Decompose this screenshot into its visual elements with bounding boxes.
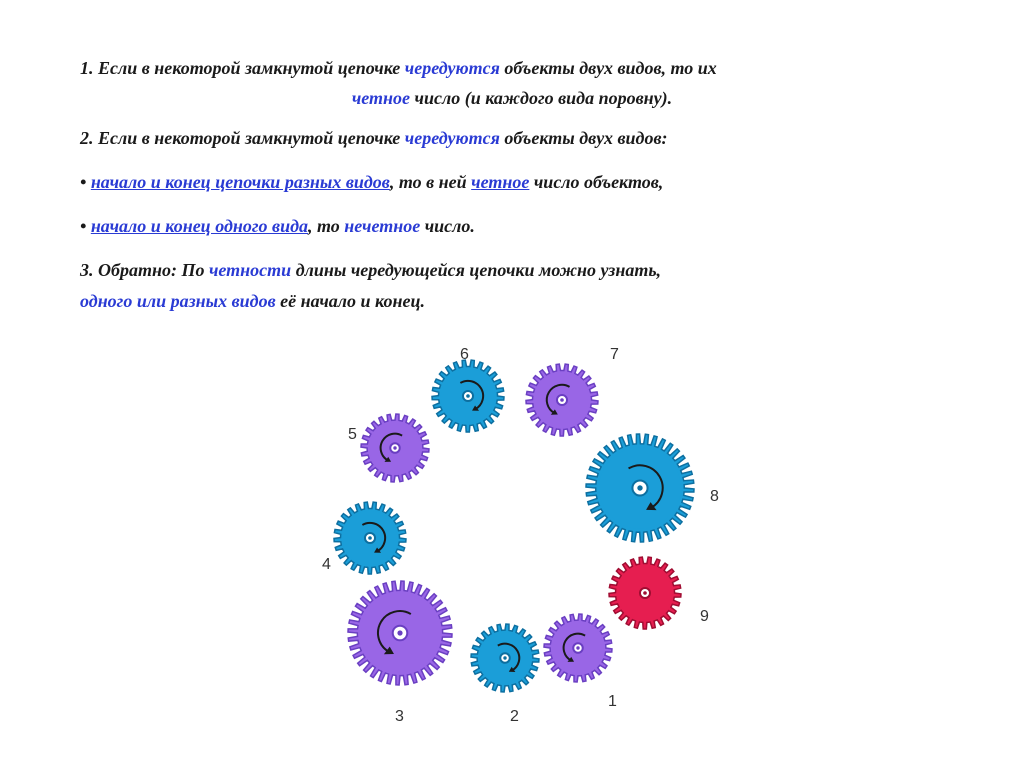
bullet-2: • начало и конец одного вида, то нечетно… — [80, 213, 944, 239]
gear-label-4: 4 — [322, 556, 331, 574]
bullet-1: • начало и конец цепочки разных видов, т… — [80, 169, 944, 195]
t: 3. Обратно: По — [80, 260, 209, 280]
t: число (и каждого вида поровну). — [410, 88, 672, 108]
gear-label-3: 3 — [395, 708, 404, 726]
gear-label-5: 5 — [348, 426, 357, 444]
statement-1: 1. Если в некоторой замкнутой цепочке че… — [80, 55, 944, 81]
t: 1. Если в некоторой замкнутой цепочке — [80, 58, 405, 78]
statement-3-cont: одного или разных видов её начало и коне… — [80, 288, 944, 314]
t: объекты двух видов, то их — [500, 58, 717, 78]
t: , то — [308, 216, 344, 236]
gear-label-2: 2 — [510, 708, 519, 726]
t: четности — [209, 260, 291, 280]
gear-6 — [428, 356, 508, 441]
t: её начало и конец. — [276, 291, 425, 311]
t: начало и конец одного вида — [91, 216, 308, 236]
gear-2 — [467, 620, 543, 701]
t: чередуются — [405, 58, 500, 78]
t: , то в ней — [390, 172, 471, 192]
text-block: 1. Если в некоторой замкнутой цепочке че… — [0, 0, 1024, 314]
gear-4 — [330, 498, 410, 583]
t: 2. Если в некоторой замкнутой цепочке — [80, 128, 405, 148]
t: четное — [471, 172, 529, 192]
statement-2: 2. Если в некоторой замкнутой цепочке че… — [80, 125, 944, 151]
t: чередуются — [405, 128, 500, 148]
t: начало и конец цепочки разных видов — [91, 172, 390, 192]
gear-label-7: 7 — [610, 346, 619, 364]
gear-label-6: 6 — [460, 346, 469, 364]
gear-diagram: 675849123 — [340, 338, 760, 758]
t: четное — [352, 88, 410, 108]
statement-1-cont: четное число (и каждого вида поровну). — [80, 85, 944, 111]
gear-3 — [344, 577, 456, 694]
t: нечетное — [344, 216, 420, 236]
gear-9 — [605, 553, 685, 638]
t: • — [80, 172, 91, 192]
t: число. — [420, 216, 475, 236]
t: одного или разных видов — [80, 291, 276, 311]
gear-7 — [522, 360, 602, 445]
gear-5 — [357, 410, 433, 491]
t: длины чередующейся цепочки можно узнать, — [291, 260, 661, 280]
gear-label-8: 8 — [710, 488, 719, 506]
gear-8 — [582, 430, 698, 551]
t: число объектов, — [529, 172, 663, 192]
gear-label-9: 9 — [700, 608, 709, 626]
statement-3: 3. Обратно: По четности длины чередующей… — [80, 257, 944, 283]
gear-label-1: 1 — [608, 693, 617, 711]
t: объекты двух видов: — [500, 128, 668, 148]
t: • — [80, 216, 91, 236]
